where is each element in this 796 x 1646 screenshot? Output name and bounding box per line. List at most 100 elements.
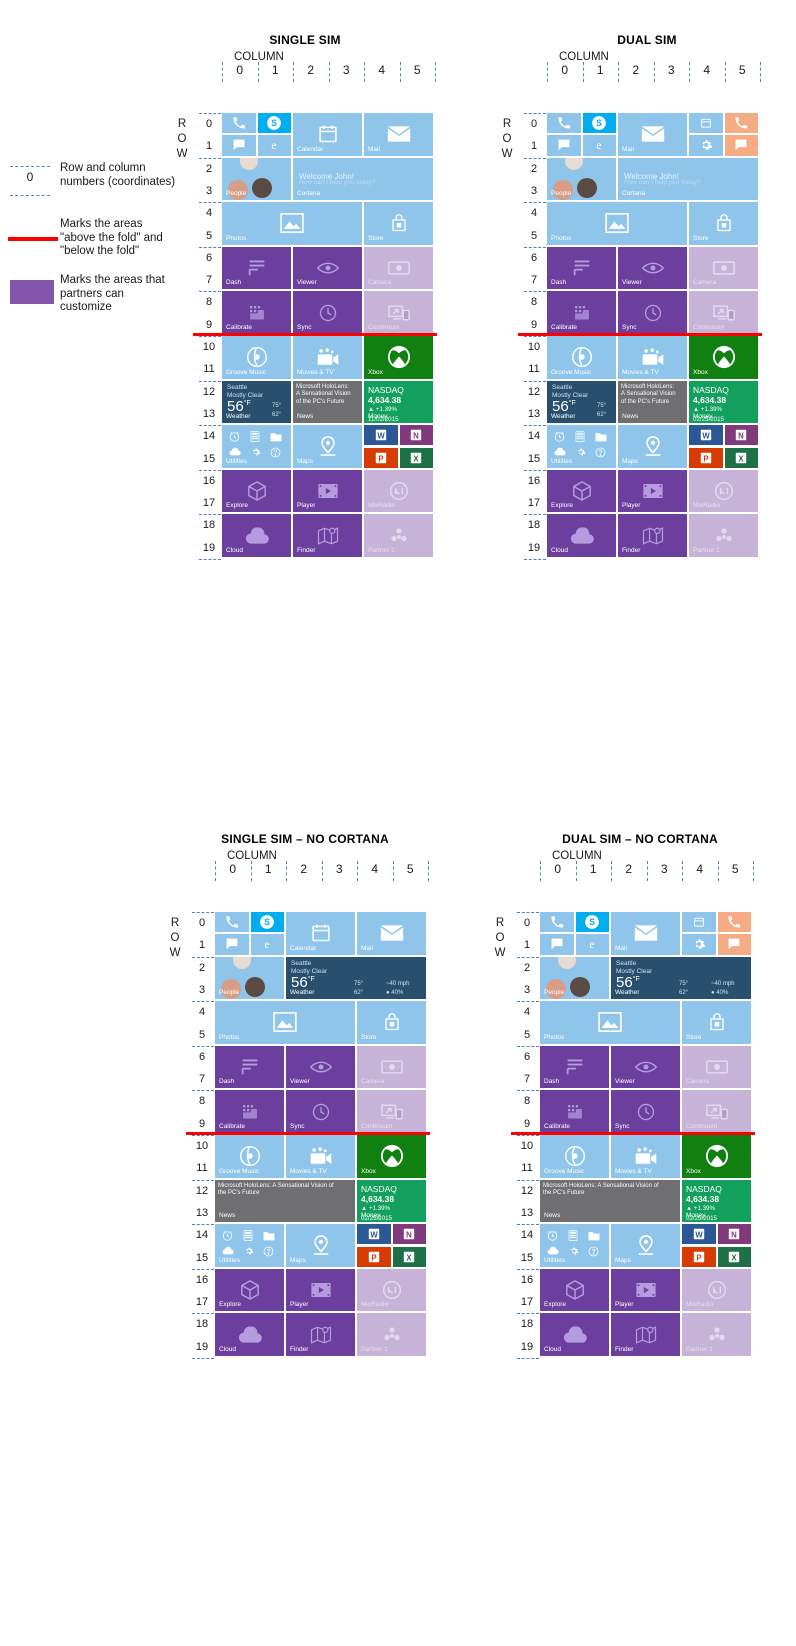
tile-maps[interactable]: Maps <box>618 425 687 468</box>
tile-cortana[interactable]: Welcome John! How can I help you today? C… <box>293 157 433 201</box>
tile-calendar[interactable]: Calendar <box>286 912 355 955</box>
tile-phone[interactable] <box>540 912 574 933</box>
tile-camera[interactable]: Camera <box>689 246 758 290</box>
tile-photos[interactable]: Photos <box>540 1001 680 1044</box>
tile-utilities[interactable]: Utilities <box>222 425 291 468</box>
tile-store[interactable]: Store <box>364 202 433 245</box>
tile-messaging[interactable] <box>215 934 249 955</box>
tile-calibrate[interactable]: Calibrate <box>547 291 616 334</box>
tile-partner1[interactable]: Partner 1 <box>357 1313 426 1356</box>
tile-powerpoint[interactable]: P <box>689 447 723 468</box>
tile-powerpoint[interactable]: P <box>357 1246 391 1267</box>
tile-finder[interactable]: Finder <box>293 514 362 557</box>
tile-powerpoint[interactable]: P <box>682 1246 716 1267</box>
tile-news[interactable]: Microsoft HoloLens: A Sensational Vision… <box>540 1179 680 1223</box>
tile-word[interactable]: W <box>682 1224 716 1245</box>
tile-weather[interactable]: Seattle Mostly Clear 56°F 75° 62° ~40 mp… <box>611 956 751 1000</box>
tile-movies-tv[interactable]: Movies & TV <box>286 1135 355 1178</box>
tile-groove-music[interactable]: Groove Music <box>215 1135 284 1178</box>
tile-xbox[interactable]: Xbox <box>364 336 433 379</box>
tile-partner1[interactable]: Partner 1 <box>689 514 758 557</box>
tile-skype[interactable]: S <box>257 113 291 134</box>
tile-cloud[interactable]: Cloud <box>540 1313 609 1356</box>
tile-groove-music[interactable]: Groove Music <box>547 336 616 379</box>
tile-news[interactable]: Microsoft HoloLens: A Sensational Vision… <box>618 380 687 424</box>
tile-weather[interactable]: Seattle Mostly Clear 56°F 75° 62° Weather <box>547 380 616 424</box>
tile-messaging[interactable] <box>547 135 581 156</box>
tile-money[interactable]: NASDAQ 4,634.38 ▲ +1.39% 02/25/2015 Mone… <box>682 1179 751 1223</box>
tile-viewer[interactable]: Viewer <box>618 246 687 290</box>
tile-calibrate[interactable]: Calibrate <box>540 1090 609 1133</box>
tile-money[interactable]: NASDAQ 4,634.38 ▲ +1.39% 02/25/2015 Mone… <box>689 380 758 424</box>
tile-phone[interactable] <box>547 113 581 134</box>
tile-continuum[interactable]: Continuum <box>682 1090 751 1133</box>
tile-excel[interactable]: X <box>724 447 758 468</box>
tile-word[interactable]: W <box>357 1224 391 1245</box>
tile-news[interactable]: Microsoft HoloLens: A Sensational Vision… <box>215 1179 355 1223</box>
tile-partner1[interactable]: Partner 1 <box>682 1313 751 1356</box>
tile-phone[interactable] <box>222 113 256 134</box>
tile-player[interactable]: Player <box>286 1268 355 1312</box>
tile-excel[interactable]: X <box>717 1246 751 1267</box>
tile-explore[interactable]: Explore <box>540 1268 609 1312</box>
tile-phone[interactable] <box>215 912 249 933</box>
tile-viewer[interactable]: Viewer <box>293 246 362 290</box>
tile-partner1[interactable]: Partner 1 <box>364 514 433 557</box>
tile-weather[interactable]: Seattle Mostly Clear 56°F 75° 62° Weather <box>222 380 291 424</box>
tile-calendar[interactable]: Calendar <box>293 113 362 156</box>
tile-xbox[interactable]: Xbox <box>682 1135 751 1178</box>
tile-calendar[interactable] <box>689 113 723 134</box>
tile-dash[interactable]: Dash <box>215 1045 284 1089</box>
tile-mail[interactable]: Mail <box>611 912 680 955</box>
tile-onenote[interactable]: N <box>724 425 758 446</box>
tile-camera[interactable]: Camera <box>357 1045 426 1089</box>
tile-viewer[interactable]: Viewer <box>611 1045 680 1089</box>
tile-mail[interactable]: Mail <box>357 912 426 955</box>
tile-edge[interactable]: e <box>250 934 284 955</box>
tile-player[interactable]: Player <box>611 1268 680 1312</box>
tile-calibrate[interactable]: Calibrate <box>222 291 291 334</box>
tile-finder[interactable]: Finder <box>618 514 687 557</box>
tile-explore[interactable]: Explore <box>222 469 291 513</box>
tile-finder[interactable]: Finder <box>611 1313 680 1356</box>
tile-sync[interactable]: Sync <box>293 291 362 334</box>
tile-photos[interactable]: Photos <box>547 202 687 245</box>
tile-maps[interactable]: Maps <box>286 1224 355 1267</box>
tile-excel[interactable]: X <box>392 1246 426 1267</box>
tile-people[interactable]: People <box>540 956 609 1000</box>
tile-phone-sim2[interactable] <box>724 113 758 134</box>
tile-calendar[interactable] <box>682 912 716 933</box>
tile-skype[interactable]: S <box>250 912 284 933</box>
tile-news[interactable]: Microsoft HoloLens: A Sensational Vision… <box>293 380 362 424</box>
tile-messaging-sim2[interactable] <box>717 934 751 955</box>
tile-utilities[interactable]: Utilities <box>547 425 616 468</box>
tile-xbox[interactable]: Xbox <box>357 1135 426 1178</box>
tile-maps[interactable]: Maps <box>293 425 362 468</box>
tile-continuum[interactable]: Continuum <box>364 291 433 334</box>
tile-cloud[interactable]: Cloud <box>547 514 616 557</box>
tile-utilities[interactable]: Utilities <box>540 1224 609 1267</box>
tile-camera[interactable]: Camera <box>682 1045 751 1089</box>
tile-settings[interactable] <box>682 934 716 955</box>
tile-groove-music[interactable]: Groove Music <box>540 1135 609 1178</box>
tile-sync[interactable]: Sync <box>286 1090 355 1133</box>
tile-camera[interactable]: Camera <box>364 246 433 290</box>
tile-mixradio[interactable]: MixRadio <box>357 1268 426 1312</box>
tile-player[interactable]: Player <box>293 469 362 513</box>
tile-calibrate[interactable]: Calibrate <box>215 1090 284 1133</box>
tile-mixradio[interactable]: MixRadio <box>682 1268 751 1312</box>
tile-sync[interactable]: Sync <box>618 291 687 334</box>
tile-photos[interactable]: Photos <box>215 1001 355 1044</box>
tile-maps[interactable]: Maps <box>611 1224 680 1267</box>
tile-groove-music[interactable]: Groove Music <box>222 336 291 379</box>
tile-messaging[interactable] <box>222 135 256 156</box>
tile-skype[interactable]: S <box>582 113 616 134</box>
tile-mixradio[interactable]: MixRadio <box>364 469 433 513</box>
tile-onenote[interactable]: N <box>717 1224 751 1245</box>
tile-store[interactable]: Store <box>689 202 758 245</box>
tile-edge[interactable]: e <box>582 135 616 156</box>
tile-xbox[interactable]: Xbox <box>689 336 758 379</box>
tile-viewer[interactable]: Viewer <box>286 1045 355 1089</box>
tile-people[interactable]: People <box>215 956 284 1000</box>
tile-movies-tv[interactable]: Movies & TV <box>611 1135 680 1178</box>
